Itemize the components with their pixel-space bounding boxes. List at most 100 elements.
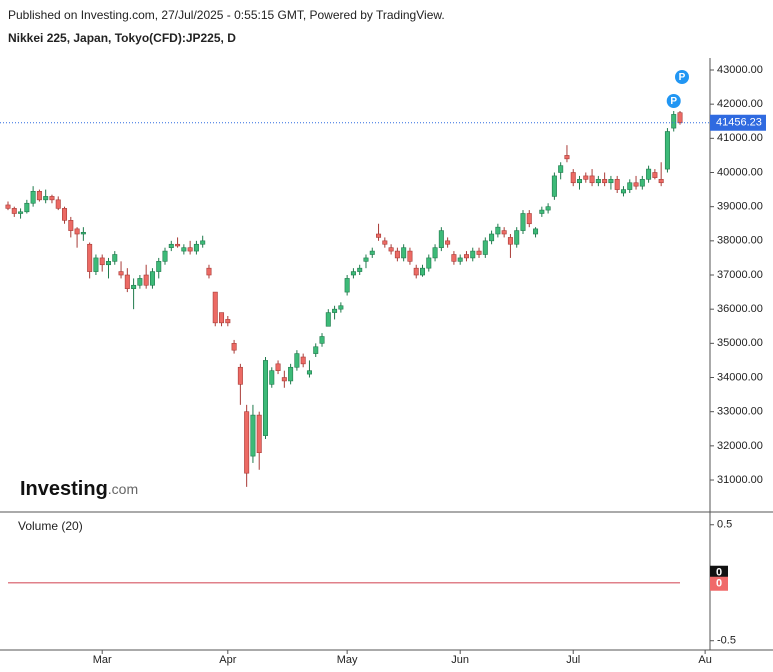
candle-body	[501, 230, 507, 235]
candle-body	[55, 199, 61, 209]
published-note: Published on Investing.com, 27/Jul/2025 …	[8, 8, 445, 22]
candle-body	[294, 353, 300, 368]
candle-body	[438, 230, 444, 248]
y-tick-label: 43000.00	[717, 64, 763, 76]
candle-body	[187, 247, 193, 252]
candle-body	[570, 172, 576, 184]
dividend-marker	[666, 93, 681, 108]
candle-body	[124, 274, 130, 289]
candle-body	[577, 179, 583, 184]
candle-body	[583, 175, 589, 180]
candle-body	[36, 190, 42, 201]
candle-body	[18, 211, 24, 214]
candle-body	[514, 230, 520, 245]
candle-body	[93, 257, 99, 272]
candle-body	[608, 179, 614, 184]
y-tick-label: 34000.00	[717, 371, 763, 383]
candle-body	[24, 202, 30, 213]
candle-body	[426, 257, 432, 269]
candle-body	[118, 271, 124, 276]
candle-body	[269, 370, 275, 385]
candle-body	[558, 165, 564, 173]
symbol-title: Nikkei 225, Japan, Tokyo(CFD):JP225, D	[8, 31, 236, 45]
candle-body	[288, 366, 294, 382]
candle-body	[338, 305, 344, 310]
volume-ma-last-label: 0	[716, 578, 722, 590]
candle-body	[137, 278, 143, 286]
x-tick-label: Apr	[219, 654, 236, 666]
candle-body	[445, 240, 451, 245]
candle-body	[394, 250, 400, 259]
candle-body	[262, 360, 268, 436]
candle-body	[74, 228, 80, 235]
candle-body	[231, 343, 237, 351]
candle-body	[602, 179, 608, 184]
candle-body	[68, 220, 74, 231]
y-tick-label: 39000.00	[717, 201, 763, 213]
candle-body	[332, 308, 338, 313]
y-tick-label: 41000.00	[717, 132, 763, 144]
candle-body	[463, 254, 469, 259]
y-tick-label: 35000.00	[717, 337, 763, 349]
candle-body	[376, 233, 382, 238]
candle-body	[300, 356, 306, 365]
candle-body	[457, 257, 463, 262]
y-tick-label: 38000.00	[717, 235, 763, 247]
candle-body	[614, 179, 620, 190]
candle-body	[313, 346, 319, 354]
candle-body	[156, 261, 162, 272]
dividend-marker	[675, 69, 689, 84]
candle-body	[664, 131, 670, 170]
candle-body	[250, 414, 256, 457]
dividend-marker-label: P	[679, 72, 686, 83]
candle-body	[219, 312, 225, 324]
candle-body	[175, 243, 181, 247]
candle-body	[382, 240, 388, 245]
candle-body	[237, 366, 243, 385]
candle-body	[212, 291, 218, 324]
candle-body	[225, 319, 231, 324]
candle-body	[646, 168, 652, 180]
candle-body	[545, 206, 551, 211]
candle-body	[520, 213, 526, 231]
candle-body	[350, 271, 356, 276]
candle-body	[507, 237, 513, 245]
logo-brand: Investing	[20, 478, 108, 500]
candle-body	[633, 182, 639, 187]
candle-body	[112, 254, 118, 262]
last-price-box	[710, 114, 766, 131]
volume-y-tick-label: 0.5	[717, 519, 732, 531]
candle-body	[658, 179, 664, 184]
candle-body	[325, 312, 331, 327]
candle-body	[162, 250, 168, 262]
x-tick-label: Mar	[93, 654, 112, 666]
candle-body	[476, 250, 482, 255]
candle-body	[11, 208, 17, 214]
candle-body	[62, 208, 68, 221]
candle-body	[131, 284, 137, 289]
candle-body	[620, 189, 626, 194]
dividend-marker-label: P	[670, 96, 677, 107]
candle-body	[200, 240, 206, 245]
candle-body	[652, 172, 658, 178]
volume-y-tick-label: -0.5	[717, 635, 736, 647]
candle-body	[495, 226, 501, 235]
volume-title: Volume (20)	[18, 519, 83, 533]
candle-body	[193, 243, 199, 252]
y-tick-label: 37000.00	[717, 269, 763, 281]
y-tick-label: 40000.00	[717, 166, 763, 178]
candle-body	[564, 155, 570, 160]
x-tick-label: May	[337, 654, 358, 666]
candle-body	[401, 247, 407, 259]
candle-body	[489, 233, 495, 242]
volume-last-label: 0	[716, 567, 722, 579]
candle-body	[281, 377, 287, 382]
candle-body	[149, 271, 155, 286]
candle-body	[80, 231, 86, 235]
candle-body	[407, 250, 413, 262]
x-tick-label: Jun	[451, 654, 469, 666]
candle-body	[420, 267, 426, 276]
candle-body	[30, 190, 36, 204]
